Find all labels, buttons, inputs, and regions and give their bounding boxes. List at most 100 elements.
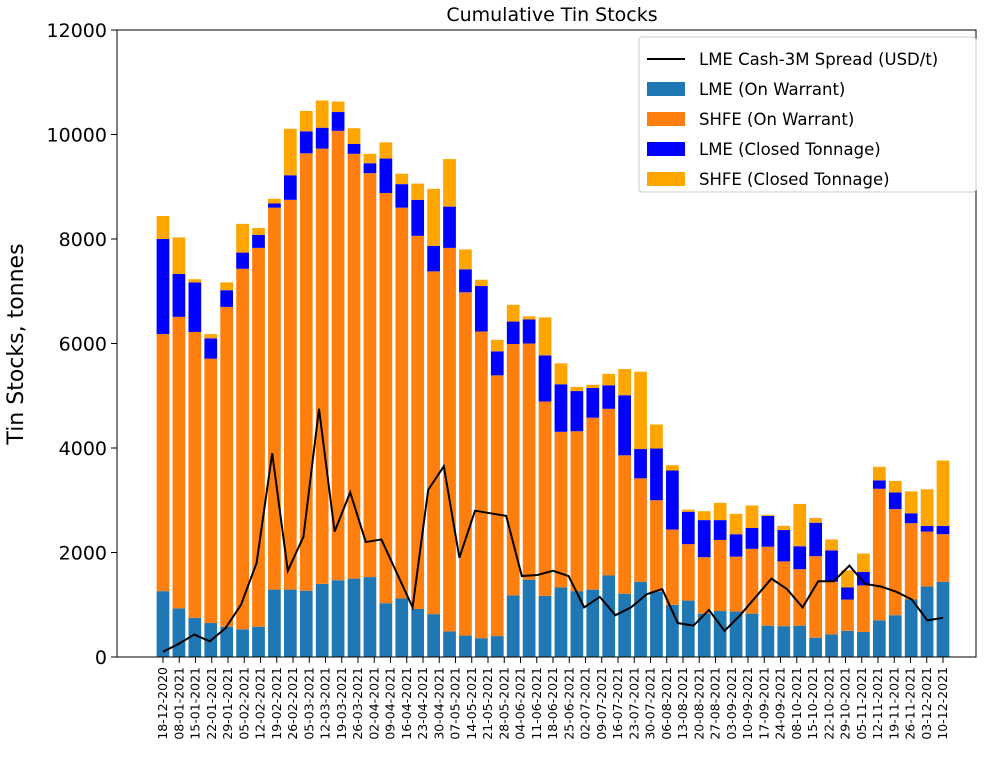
bar-s0-30 [634,581,647,657]
bar-s0-11 [331,580,345,657]
bar-s1-13 [363,173,377,578]
bar-s2-9 [299,131,313,154]
bar-s2-18 [443,206,456,248]
bar-s3-47 [904,491,918,514]
bar-s2-37 [745,527,759,549]
x-tick-label-1: 08-01-2021 [171,667,186,740]
x-tick-label-18: 07-05-2021 [448,667,463,740]
bar-s0-9 [299,590,313,657]
legend-label-4: SHFE (Closed Tonnage) [699,170,890,189]
y-axis-label: Tin Stocks, tonnes [4,243,29,445]
bar-s1-0 [156,334,170,592]
bar-s3-32 [666,465,679,471]
y-tick-label-3: 6000 [59,334,107,356]
y-tick-label-5: 10000 [47,125,107,147]
bar-s3-36 [729,513,743,535]
legend-label-1: LME (On Warrant) [699,80,845,99]
x-tick-label-15: 16-04-2021 [399,667,414,740]
bar-s2-2 [188,282,202,333]
bar-s3-24 [538,317,552,356]
bar-s2-48 [920,525,934,532]
bar-s2-43 [841,587,854,600]
bar-s2-27 [586,387,600,418]
x-tick-label-16: 23-04-2021 [415,667,430,740]
bar-s3-13 [363,153,377,164]
bar-s2-4 [220,290,234,307]
x-tick-label-25: 25-06-2021 [561,667,576,740]
x-tick-label-10: 12-03-2021 [318,667,333,740]
bar-s0-43 [841,630,854,658]
x-tick-label-40: 15-10-2021 [805,667,820,740]
bar-s0-46 [888,615,902,657]
bar-s2-33 [681,511,695,545]
bar-s0-14 [379,603,393,657]
bar-s3-14 [379,142,393,159]
bar-s3-20 [475,279,488,287]
bar-s2-7 [268,203,281,208]
x-tick-label-0: 18-12-2020 [155,667,170,740]
bar-s2-21 [490,351,504,376]
bar-s1-30 [634,478,647,582]
bar-s1-10 [315,148,329,584]
bar-s0-20 [475,638,488,657]
bar-s3-44 [857,553,870,572]
bar-s3-38 [761,514,775,516]
bar-s1-7 [268,207,281,590]
bar-s1-44 [857,585,870,632]
bar-s1-49 [936,534,950,582]
bar-s1-1 [172,316,186,609]
bar-s1-43 [841,599,854,631]
bar-s3-17 [427,188,440,246]
bar-s0-1 [172,608,186,657]
x-tick-label-34: 27-08-2021 [708,667,723,740]
bar-s0-39 [777,626,791,657]
x-tick-label-5: 05-02-2021 [236,667,251,740]
bar-s3-29 [618,369,631,396]
bar-s1-12 [347,153,361,579]
x-tick-label-7: 19-02-2021 [269,667,284,740]
x-tick-label-48: 10-12-2021 [935,667,950,740]
x-tick-label-3: 22-01-2021 [204,667,219,740]
bar-s3-31 [650,424,663,449]
bar-s2-42 [825,550,838,582]
bar-s0-15 [395,598,409,657]
bar-s2-8 [283,175,297,200]
bar-s3-40 [793,503,807,547]
bar-s0-24 [538,595,552,657]
x-tick-label-29: 23-07-2021 [626,667,641,740]
bar-s2-49 [936,525,950,535]
bar-s2-25 [554,384,568,432]
x-tick-label-2: 15-01-2021 [188,667,203,740]
x-tick-label-6: 12-02-2021 [253,667,268,740]
bar-s1-3 [204,358,218,624]
bar-s1-5 [236,268,249,630]
bar-s0-12 [347,578,361,658]
bar-s0-27 [586,589,600,657]
bar-s3-11 [331,101,345,113]
x-tick-label-27: 09-07-2021 [594,667,609,740]
x-tick-label-26: 02-07-2021 [578,667,593,740]
bar-s2-16 [411,199,425,236]
x-tick-label-4: 29-01-2021 [220,667,235,740]
bar-s1-48 [920,531,934,587]
y-axis: 0 2000 4000 6000 8000 10000 12000 [47,20,117,669]
bar-s3-12 [347,128,361,144]
x-tick-label-23: 11-06-2021 [529,667,544,740]
bar-s2-40 [793,546,807,570]
bar-s0-35 [713,611,727,657]
chart-title: Cumulative Tin Stocks [446,4,657,26]
bar-s2-41 [809,522,823,557]
bar-s3-8 [283,128,297,176]
bar-s3-15 [395,173,409,185]
y-tick-label-1: 2000 [59,543,107,565]
legend-label-2: SHFE (On Warrant) [699,110,854,129]
bar-s2-34 [697,520,711,558]
bar-s3-1 [172,237,186,274]
bar-s3-49 [936,460,950,526]
x-tick-label-32: 13-08-2021 [675,667,690,740]
x-tick-label-46: 26-11-2021 [903,667,918,740]
bar-s3-28 [602,373,616,386]
x-tick-label-20: 21-05-2021 [480,667,495,740]
x-tick-label-13: 02-04-2021 [366,667,381,740]
bar-s3-39 [777,525,791,531]
